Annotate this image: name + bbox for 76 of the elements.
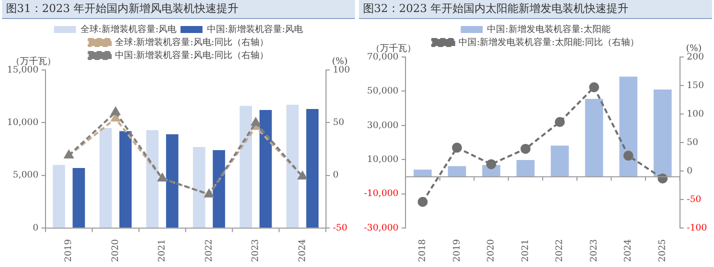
x-tick-label: 2019 [64,238,74,262]
bar [52,164,66,228]
legend-label: 中国:新增装机容量:风电 [207,24,304,35]
bar [306,108,319,228]
y-tick-label: 10,000 [6,118,39,128]
point [452,142,462,153]
y2-tick-label: 100 [332,65,350,76]
point [418,196,428,207]
x-tick-label: 2022 [555,239,566,262]
y2-tick-label: -50 [686,194,702,205]
y2-tick-label: -100 [686,223,708,234]
x-tick-label: 2024 [624,238,634,262]
bar [119,131,132,228]
x-tick-label: 2023 [589,238,600,262]
bar [550,146,569,177]
bar [619,76,638,177]
y-tick-label: 5,000 [12,170,39,181]
x-tick-label: 2021 [158,239,168,262]
legend-label: 中国:新增装机容量:风电:同比（右轴） [115,50,268,61]
y2-tick-label: 100 [686,109,704,120]
bar [516,160,535,177]
point [623,150,634,161]
bar [448,166,466,177]
point [658,173,668,184]
point [589,82,600,92]
y-axis-title: （万千瓦） [371,42,416,54]
legend-label: 中国:新增发电装机容量:太阳能:同比（右轴） [458,36,639,48]
x-tick-label: 2024 [298,238,308,262]
x-tick-label: 2019 [452,238,462,262]
y2-tick-label: 50 [332,118,345,128]
chart-title: 图31：2023 年开始国内新增风电装机快速提升 [2,0,355,19]
y-tick-label: 50,000 [367,86,399,97]
y-axis-title: （万千瓦） [10,56,56,67]
legend-label: 全球:新增装机容量:风电 [80,24,177,35]
y-tick-label: 15,000 [6,65,39,76]
y-tick-label: 70,000 [367,52,399,62]
bar [585,98,604,177]
y2-tick-label: -50 [332,223,348,234]
point [486,159,496,170]
y-tick-label: -30,000 [364,223,399,234]
y-tick-label: 0 [32,223,39,234]
bar [240,106,252,228]
point [520,144,531,154]
point [111,107,120,116]
x-tick-label: 2022 [204,239,214,262]
legend-label: 全球:新增装机容量:风电:同比（右轴） [115,36,268,48]
bar [72,168,85,228]
x-tick-label: 2023 [251,238,262,262]
point [251,118,260,126]
bar [99,128,112,228]
x-tick-label: 2025 [658,238,668,262]
x-tick-label: 2020 [110,238,121,262]
y2-tick-label: 50 [686,138,699,148]
legend-label: 中国:新增发电装机容量:太阳能 [487,24,610,35]
bar [192,146,206,228]
bar [212,150,226,228]
y-tick-label: 30,000 [367,120,399,131]
chart-title: 图32：2023 年开始国内太阳能新增发电装机快速提升 [359,0,712,19]
y2-axis-title: (%) [332,56,348,67]
bar [414,170,432,177]
point [554,117,565,128]
y2-tick-label: 0 [686,166,693,176]
y-tick-label: 10,000 [367,155,399,165]
y-tick-label: -10,000 [364,189,399,200]
bar [166,134,178,228]
bar [146,130,159,228]
y2-tick-label: 200 [686,52,704,62]
y2-tick-label: 0 [332,170,339,181]
x-tick-label: 2020 [486,238,497,262]
bar [286,104,299,228]
x-tick-label: 2018 [418,238,428,262]
y2-axis-title: (%) [686,44,702,54]
bar [260,110,272,228]
y2-tick-label: 150 [686,80,704,91]
bar [654,90,672,177]
x-tick-label: 2021 [520,239,531,262]
